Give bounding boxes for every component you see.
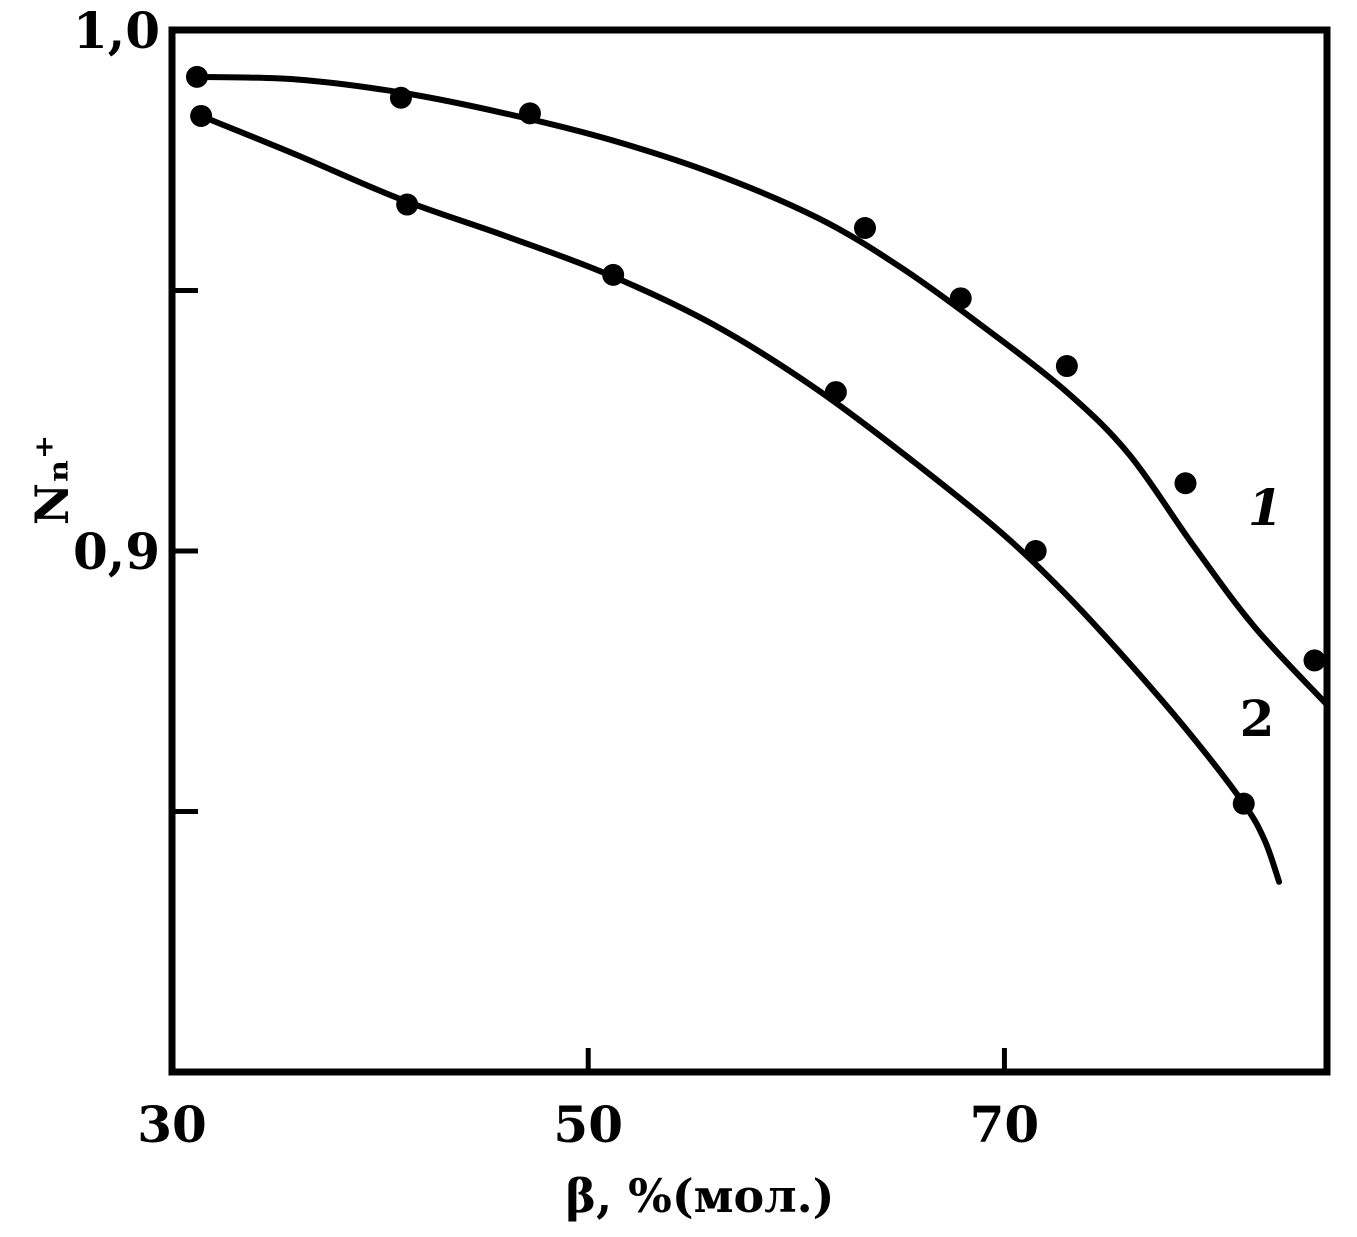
y-tick-label-0: 1,0 [73,1,160,60]
curve-labels: 12 [1240,478,1283,748]
y-tick-label-2: 0,9 [73,522,160,581]
x-tick-label-1: 50 [553,1095,623,1154]
series-2-point-4 [1024,540,1047,562]
series-1-point-6 [1174,472,1197,495]
curves [194,73,1330,885]
series-2-point-2 [602,263,625,286]
series-2-point-0 [190,104,213,127]
series-1-point-0 [185,65,208,88]
ticks [172,288,1007,1072]
series-1-point-3 [854,216,876,239]
series-1-point-4 [949,287,972,310]
series-1-point-5 [1055,355,1078,378]
x-axis-label: β, %(мол.) [566,1169,835,1223]
series-2-line [198,113,1283,885]
series-1-point-2 [518,102,541,125]
series-1-label: 1 [1248,478,1283,537]
series-1-point-1 [389,86,412,109]
series-1-line [194,73,1330,708]
series-1-point-7 [1303,649,1326,672]
points [185,65,1326,815]
y-axis-label: Nₙ⁺ [25,435,79,525]
series-2-point-1 [396,193,419,216]
series-2-point-3 [824,381,847,404]
tick-labels: 30 50 70 1,0 0,9 [73,1,1039,1154]
series-2-label: 2 [1240,689,1275,748]
series-2-point-5 [1232,792,1255,815]
x-tick-label-0: 30 [137,1095,207,1154]
x-tick-label-2: 70 [970,1095,1040,1154]
